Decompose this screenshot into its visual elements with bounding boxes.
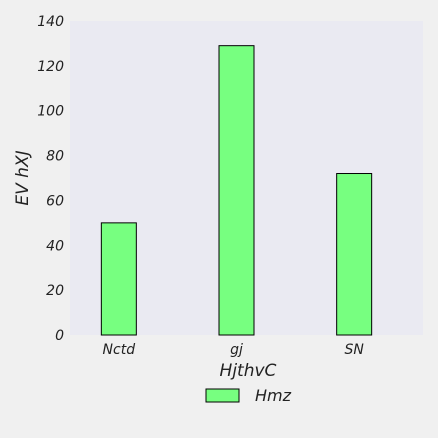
y-axis-ticks: 0 20 40 60 80 100 120 140 — [37, 14, 64, 344]
bar-Nctd — [100, 222, 137, 336]
x-tick-label: Nctd — [103, 342, 136, 358]
x-tick-label: gj — [230, 342, 243, 358]
legend-swatch — [205, 388, 240, 403]
legend-label: Hmz — [255, 386, 292, 405]
bar-gj — [218, 45, 255, 336]
x-axis-label: HjthvC — [220, 361, 277, 381]
y-tick-label: 140 — [37, 14, 64, 30]
y-tick-label: 120 — [37, 59, 64, 75]
x-tick-label: SN — [344, 342, 364, 358]
y-tick-label: 60 — [46, 193, 64, 209]
y-tick-label: 40 — [46, 238, 64, 254]
x-axis-ticks: Nctd gj SN — [103, 342, 365, 358]
y-tick-label: 80 — [46, 149, 64, 165]
y-tick-label: 0 — [55, 328, 64, 344]
y-tick-label: 20 — [46, 283, 64, 299]
y-axis-label: EV hXJ — [13, 150, 33, 205]
bar-SN — [336, 173, 373, 336]
legend: Hmz — [205, 386, 292, 405]
y-tick-label: 100 — [37, 104, 64, 120]
bars — [100, 45, 373, 336]
